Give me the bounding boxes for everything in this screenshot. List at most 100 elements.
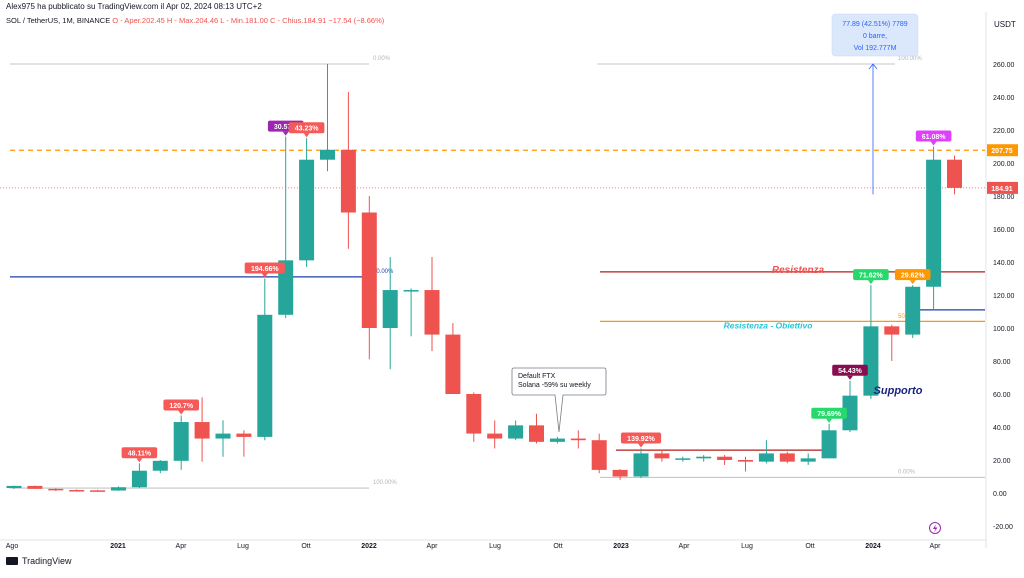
candle-body	[131, 470, 147, 488]
candle	[842, 380, 858, 432]
badge-bg	[288, 122, 325, 134]
candle-body	[215, 433, 231, 439]
badge-bg	[121, 447, 158, 459]
percent-badge: 194.66%	[244, 262, 285, 278]
percent-badge: 29.62%	[894, 269, 931, 285]
badge-label: 61.08%	[922, 134, 947, 141]
percent-badge: 43.23%	[288, 122, 325, 138]
symbol-name: SOL / TetherUS, 1M, BINANCE	[6, 16, 111, 25]
time-tick-label: Ago	[6, 543, 19, 550]
candle-body	[842, 395, 858, 431]
badge-label: 43.23%	[295, 126, 320, 133]
candle	[926, 146, 942, 310]
price-tick-label: 20.00	[993, 458, 1011, 465]
candle	[361, 196, 377, 360]
tradingview-brand: TradingView	[22, 556, 72, 566]
fib-right-bottom-label: 0.00%	[898, 469, 916, 475]
percent-badge: 139.92%	[620, 432, 662, 448]
badge-bg	[915, 130, 952, 142]
candle	[863, 285, 879, 399]
candle-body	[717, 456, 733, 460]
badge-pointer	[638, 443, 644, 448]
price-tick-label: 140.00	[993, 260, 1015, 267]
fib-left-bottom-label: 100.00%	[373, 480, 397, 486]
candle	[215, 420, 231, 457]
badge-label: 71.62%	[859, 272, 884, 279]
tradingview-logo: TradingView	[6, 556, 72, 566]
candle-body	[466, 394, 482, 434]
candle-body	[800, 458, 816, 462]
badge-bg	[853, 269, 889, 281]
time-tick-label: Lug	[741, 543, 753, 550]
candle	[800, 453, 816, 465]
candle-body	[654, 453, 670, 459]
candle	[633, 448, 649, 479]
time-tick-label: Lug	[489, 543, 501, 550]
badge-label: 194.66%	[251, 266, 279, 273]
candle	[27, 485, 43, 490]
candle-body	[612, 469, 628, 477]
current-price-tag	[987, 181, 1018, 194]
candle-body	[549, 438, 565, 442]
badge-label: 139.92%	[627, 436, 655, 443]
lightning-icon	[933, 524, 938, 533]
badge-pointer	[136, 458, 143, 463]
candles-group	[6, 64, 962, 492]
measure-text-3: Vol 192.777M	[854, 45, 897, 52]
candle	[738, 456, 753, 472]
price-tick-label: 100.00	[993, 326, 1015, 333]
time-tick-label: 2021	[110, 543, 126, 550]
price-tags: 207.75 184.91	[987, 144, 1018, 194]
candle-body	[27, 485, 43, 489]
price-tick-label: 0.00	[993, 491, 1007, 498]
candle-body	[675, 458, 691, 460]
candle	[111, 486, 126, 491]
candle-body	[90, 490, 106, 492]
candle-body	[299, 159, 315, 261]
candle	[591, 433, 607, 474]
badge-pointer	[282, 131, 289, 136]
candle-body	[6, 485, 22, 489]
current-price-label: 184.91	[991, 186, 1013, 193]
candle	[257, 278, 273, 441]
fib-left-top-label: 0.00%	[373, 56, 391, 62]
candle	[508, 420, 524, 441]
candle-body	[361, 212, 377, 328]
badge-pointer	[303, 133, 310, 138]
candle-body	[445, 334, 461, 394]
obiettivo-label: Resistenza - Obiettivo	[724, 320, 813, 330]
candle	[675, 456, 691, 462]
time-tick-label: 2024	[865, 543, 881, 550]
badge-pointer	[909, 280, 916, 285]
price-tick-label: 200.00	[993, 161, 1015, 168]
ftx-callout-box	[511, 367, 607, 433]
candle	[340, 92, 356, 249]
candle-body	[487, 433, 503, 439]
percent-badge: 54.43%	[832, 364, 868, 380]
candle	[717, 455, 733, 465]
badge-bg	[620, 432, 662, 444]
candle	[173, 415, 189, 470]
badge-pointer	[826, 418, 833, 423]
candle	[445, 323, 461, 394]
candle	[549, 436, 565, 444]
percent-badge: 79.69%	[811, 407, 847, 423]
measure-arrow-icon	[868, 63, 878, 70]
candle	[278, 136, 294, 319]
candle	[696, 455, 712, 462]
candle-body	[529, 425, 544, 442]
badge-label: 30.57%	[274, 124, 299, 131]
time-tick-label: Apr	[679, 543, 691, 550]
candle-body	[779, 453, 795, 462]
time-tick-label: Apr	[930, 543, 942, 550]
candle	[131, 463, 147, 489]
candle-body	[173, 422, 189, 461]
supporto-label: Supporto	[874, 385, 923, 397]
badge-bg	[163, 399, 199, 411]
time-tick-label: Lug	[237, 543, 249, 550]
candle-body	[863, 326, 879, 396]
candle	[529, 413, 544, 444]
candle	[403, 288, 419, 337]
